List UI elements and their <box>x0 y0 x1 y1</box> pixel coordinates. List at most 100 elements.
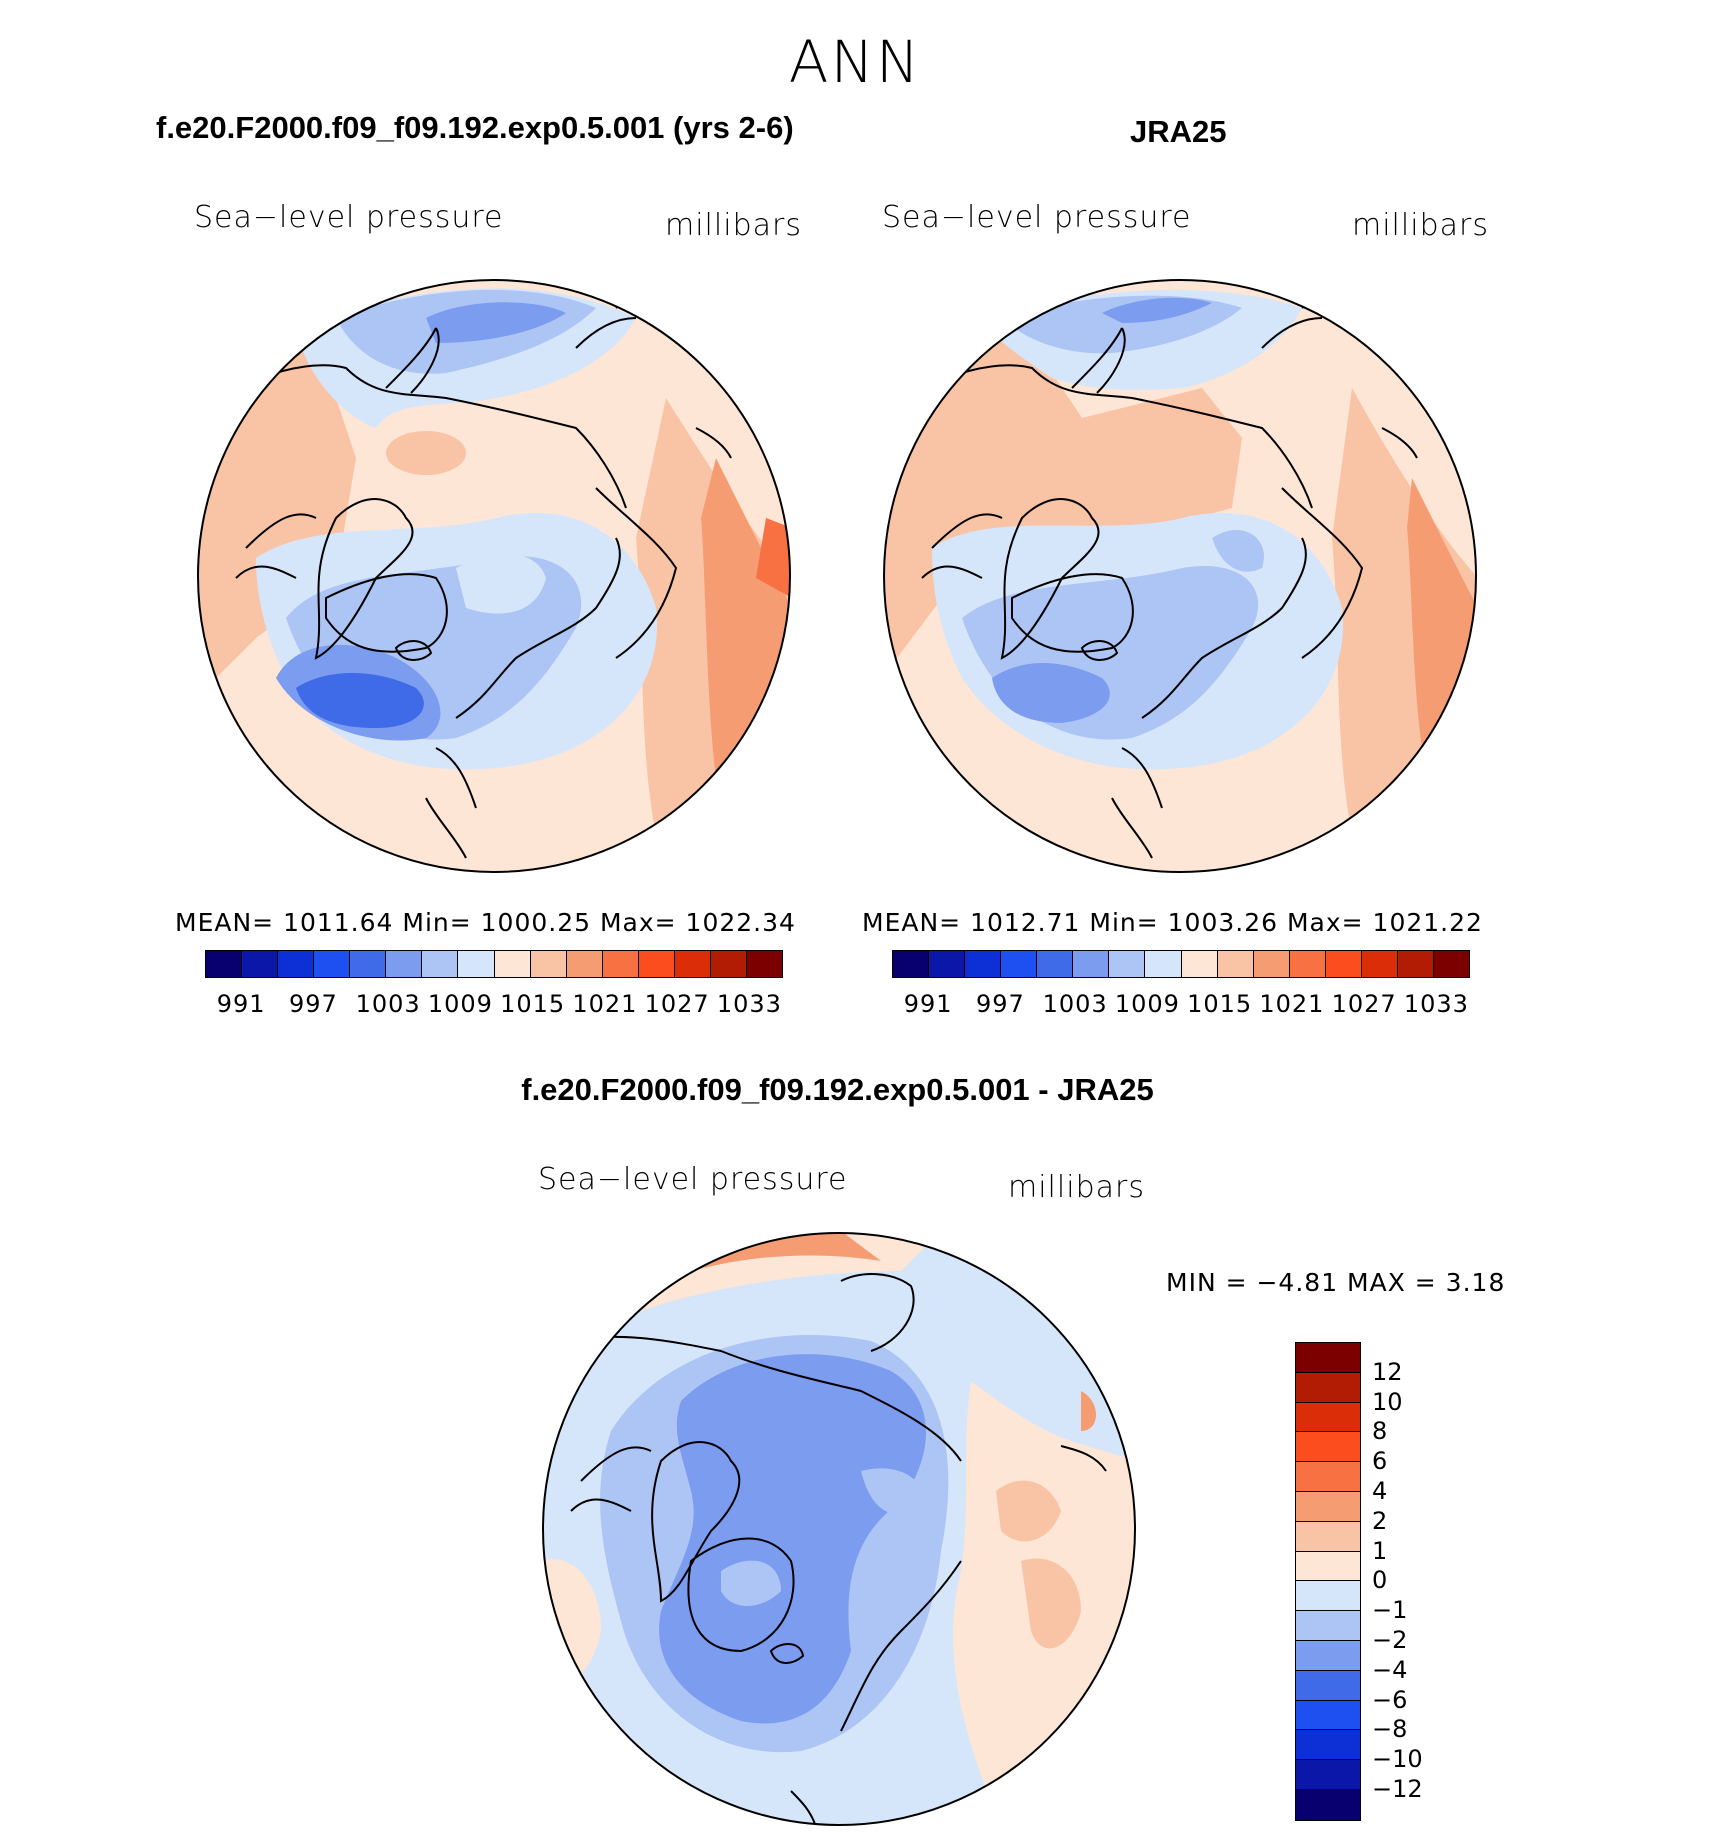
colorbar-box <box>893 951 930 977</box>
colorbar-box <box>1361 951 1398 977</box>
colorbar-box <box>1296 1640 1360 1671</box>
colorbar-box <box>1217 951 1254 977</box>
colorbar-box <box>746 951 782 977</box>
colorbar-tick-label: −8 <box>1372 1715 1408 1744</box>
colorbar-box <box>1296 1611 1360 1641</box>
colorbar-tick-label: −10 <box>1372 1745 1423 1774</box>
panel3-stats: MIN = −4.81 MAX = 3.18 <box>1166 1268 1506 1297</box>
colorbar-box <box>1296 1432 1360 1463</box>
colorbar-tick-label: 2 <box>1372 1506 1388 1535</box>
colorbar-box <box>1296 1551 1360 1582</box>
panel1-stats: MEAN= 1011.64 Min= 1000.25 Max= 1022.34 <box>175 908 796 937</box>
colorbar-box <box>314 951 351 977</box>
figure-title: ANN <box>788 28 922 96</box>
colorbar-tick-label: 12 <box>1372 1357 1403 1386</box>
colorbar-box <box>602 951 639 977</box>
colorbar-tick-label: 0 <box>1372 1566 1388 1595</box>
panel3-colorbar-labels: 12 10 8 6 4 2 1 0 −1 −2 −4 −6 −8 −10 −12 <box>1372 1342 1452 1822</box>
colorbar-tick-label: 1003 <box>355 990 421 1018</box>
colorbar-tick-label: 1033 <box>1403 990 1469 1018</box>
colorbar-box <box>1296 1670 1360 1701</box>
colorbar-tick-label: −1 <box>1372 1596 1408 1625</box>
colorbar-box <box>1145 951 1182 977</box>
colorbar-tick-label: 1003 <box>1042 990 1108 1018</box>
panel3-case-title: f.e20.F2000.f09_f09.192.exp0.5.001 - JRA… <box>521 1072 1154 1107</box>
panel2-units-label: millibars <box>1352 208 1489 243</box>
colorbar-tick-label: 1021 <box>1259 990 1325 1018</box>
colorbar-box <box>1296 1521 1360 1552</box>
colorbar-tick-label: 8 <box>1372 1417 1388 1446</box>
colorbar-box <box>1325 951 1362 977</box>
colorbar-tick-label: 997 <box>975 990 1025 1018</box>
colorbar-tick-label: 1027 <box>1331 990 1397 1018</box>
colorbar-box <box>1253 951 1290 977</box>
colorbar-box <box>1296 1462 1360 1492</box>
colorbar-box <box>929 951 966 977</box>
panel3-polar-map <box>542 1232 1136 1826</box>
panel1-colorbar <box>205 950 783 978</box>
colorbar-box <box>1296 1730 1360 1761</box>
colorbar-box <box>350 951 387 977</box>
colorbar-box <box>1109 951 1146 977</box>
colorbar-tick-label: −12 <box>1372 1775 1423 1803</box>
colorbar-box <box>458 951 495 977</box>
colorbar-box <box>710 951 747 977</box>
colorbar-tick-label: 10 <box>1372 1387 1403 1416</box>
panel1-colorbar-labels: 991 997 1003 1009 1015 1021 1027 1033 <box>205 990 783 1020</box>
panel1-units-label: millibars <box>665 208 802 243</box>
colorbar-box <box>1296 1372 1360 1403</box>
panel3-colorbar <box>1295 1342 1361 1821</box>
colorbar-box <box>494 951 531 977</box>
panel2-stats: MEAN= 1012.71 Min= 1003.26 Max= 1021.22 <box>862 908 1483 937</box>
colorbar-box <box>1073 951 1110 977</box>
colorbar-box <box>422 951 459 977</box>
colorbar-tick-label: 1021 <box>572 990 638 1018</box>
colorbar-box <box>1296 1760 1360 1790</box>
colorbar-tick-label: 1009 <box>427 990 493 1018</box>
panel2-colorbar <box>892 950 1470 978</box>
colorbar-box <box>1296 1789 1360 1820</box>
colorbar-tick-label: 1015 <box>1187 990 1253 1018</box>
colorbar-box <box>674 951 711 977</box>
colorbar-tick-label: 997 <box>288 990 338 1018</box>
panel1-variable-label: Sea−level pressure <box>194 200 504 235</box>
colorbar-box <box>1037 951 1074 977</box>
colorbar-tick-label: 4 <box>1372 1477 1388 1505</box>
colorbar-box <box>278 951 315 977</box>
colorbar-box <box>1289 951 1326 977</box>
panel2-polar-map <box>883 279 1477 873</box>
colorbar-box <box>638 951 675 977</box>
colorbar-tick-label: 1 <box>1372 1536 1388 1565</box>
panel2-colorbar-labels: 991 997 1003 1009 1015 1021 1027 1033 <box>892 990 1470 1020</box>
colorbar-tick-label: 991 <box>903 990 953 1018</box>
colorbar-box <box>1433 951 1469 977</box>
colorbar-box <box>1001 951 1038 977</box>
colorbar-box <box>1296 1491 1360 1522</box>
colorbar-box <box>566 951 603 977</box>
colorbar-tick-label: 1033 <box>716 990 782 1018</box>
colorbar-tick-label: −2 <box>1372 1626 1408 1654</box>
colorbar-box <box>1296 1581 1360 1612</box>
colorbar-box <box>965 951 1002 977</box>
panel2-case-title: JRA25 <box>1130 114 1227 149</box>
panel2-variable-label: Sea−level pressure <box>882 200 1192 235</box>
panel3-variable-label: Sea−level pressure <box>538 1162 848 1197</box>
colorbar-tick-label: −6 <box>1372 1685 1408 1714</box>
panel3-units-label: millibars <box>1008 1170 1145 1205</box>
colorbar-tick-label: 1009 <box>1114 990 1180 1018</box>
colorbar-box <box>1296 1700 1360 1731</box>
colorbar-box <box>206 951 243 977</box>
colorbar-box <box>242 951 279 977</box>
panel1-polar-map <box>197 279 791 873</box>
colorbar-tick-label: −4 <box>1372 1655 1408 1684</box>
panel1-case-title: f.e20.F2000.f09_f09.192.exp0.5.001 (yrs … <box>156 110 794 145</box>
colorbar-box <box>1296 1402 1360 1433</box>
colorbar-box <box>1296 1343 1360 1373</box>
colorbar-box <box>530 951 567 977</box>
colorbar-tick-label: 1015 <box>500 990 566 1018</box>
colorbar-box <box>386 951 423 977</box>
colorbar-box <box>1181 951 1218 977</box>
colorbar-tick-label: 991 <box>216 990 266 1018</box>
colorbar-box <box>1397 951 1434 977</box>
colorbar-tick-label: 1027 <box>644 990 710 1018</box>
